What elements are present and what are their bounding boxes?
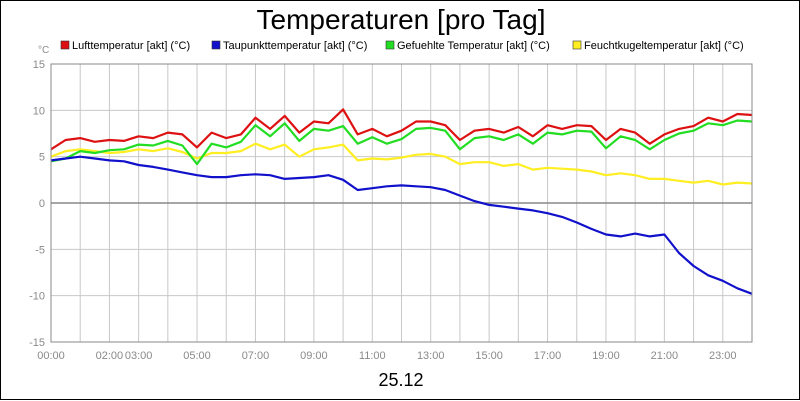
x-tick-label: 15:00 xyxy=(475,350,503,362)
legend-swatch xyxy=(60,40,70,50)
y-tick-label: -15 xyxy=(29,337,45,349)
x-tick-label: 17:00 xyxy=(534,350,562,362)
x-tick-label: 21:00 xyxy=(651,350,679,362)
x-tick-label: 13:00 xyxy=(417,350,445,362)
y-tick-label: -10 xyxy=(29,291,45,303)
x-tick-label: 05:00 xyxy=(183,350,211,362)
x-tick-label: 11:00 xyxy=(359,350,386,362)
series-line-3 xyxy=(50,142,753,186)
chart-title: Temperaturen [pro Tag] xyxy=(257,4,546,35)
x-tick-label: 00:00 xyxy=(37,350,65,362)
x-tick-label: 23:00 xyxy=(709,350,737,362)
legend-swatch xyxy=(211,40,221,50)
legend-entry: Taupunkttemperatur [akt] (°C) xyxy=(223,40,367,52)
legend-swatch xyxy=(572,40,582,50)
x-tick-label: 19:00 xyxy=(592,350,620,362)
legend-entry: Gefuehlte Temperatur [akt] (°C) xyxy=(397,40,550,52)
y-axis-unit: °C xyxy=(38,45,49,56)
x-tick-label: 03:00 xyxy=(125,350,153,362)
series-line-2 xyxy=(50,119,753,166)
legend-entry: Feuchtkugeltemperatur [akt] (°C) xyxy=(584,40,744,52)
y-tick-label: 15 xyxy=(33,59,45,71)
x-tick-label: 07:00 xyxy=(242,350,270,362)
series-line-0 xyxy=(50,108,753,151)
plot-border xyxy=(50,63,753,343)
legend: Lufttemperatur [akt] (°C) Taupunkttempera… xyxy=(60,40,744,52)
series-line-1 xyxy=(50,155,753,295)
y-tick-label: -5 xyxy=(35,244,45,256)
x-tick-label: 09:00 xyxy=(300,350,328,362)
date-label: 25.12 xyxy=(378,370,423,390)
y-tick-label: 5 xyxy=(39,152,45,164)
legend-swatch xyxy=(385,40,395,50)
y-tick-label: 0 xyxy=(39,198,45,210)
legend-entry: Lufttemperatur [akt] (°C) xyxy=(72,40,190,52)
x-tick-label: 02:00 xyxy=(96,350,124,362)
y-tick-label: 10 xyxy=(33,105,45,117)
